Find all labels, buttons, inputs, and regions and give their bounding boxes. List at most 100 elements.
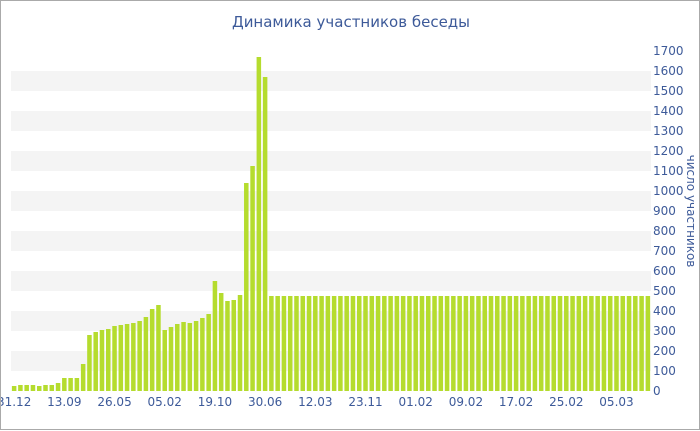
y-tick-label: 400 <box>653 304 676 318</box>
bar <box>212 281 218 391</box>
y-tick-label: 800 <box>653 224 676 238</box>
bar <box>200 318 205 391</box>
bar <box>156 305 161 391</box>
bar <box>476 296 481 391</box>
bar <box>256 57 262 391</box>
bar <box>294 296 299 391</box>
bar <box>551 296 557 391</box>
bar <box>275 296 280 391</box>
x-tick-label: 19.10 <box>198 395 232 409</box>
x-axis-ticks: 31.12 13.09 26.05 05.02 19.10 30.06 12.03 23.11… <box>1 395 634 409</box>
bar <box>74 378 80 391</box>
x-tick-label: 05.03 <box>599 395 633 409</box>
bar <box>18 385 23 391</box>
bar <box>388 296 393 391</box>
bar <box>338 296 343 391</box>
bar <box>576 296 582 391</box>
bar <box>43 385 48 391</box>
bar <box>313 296 318 391</box>
bar <box>237 295 243 391</box>
bar <box>513 296 519 391</box>
bar <box>589 296 594 391</box>
bar <box>181 322 186 391</box>
grid-band <box>11 111 651 131</box>
bar <box>118 325 124 391</box>
y-tick-label: 1300 <box>653 124 684 138</box>
bar <box>369 296 375 391</box>
bar <box>168 327 174 391</box>
bar <box>80 364 86 391</box>
bar <box>620 296 626 391</box>
bar <box>419 296 425 391</box>
bar <box>281 296 287 391</box>
bar <box>162 330 167 391</box>
bar <box>225 301 230 391</box>
y-tick-label: 600 <box>653 264 676 278</box>
bar <box>526 296 531 391</box>
bar <box>55 383 61 391</box>
y-tick-label: 900 <box>653 204 676 218</box>
bar <box>49 385 55 391</box>
bar <box>62 378 67 391</box>
bar <box>24 385 29 391</box>
bar <box>68 378 73 391</box>
x-tick-label: 31.12 <box>1 395 31 409</box>
bar <box>614 296 619 391</box>
bar <box>639 296 644 391</box>
bar <box>11 386 17 391</box>
y-tick-label: 100 <box>653 364 676 378</box>
bar <box>269 296 274 391</box>
y-tick-label: 1000 <box>653 184 684 198</box>
bar <box>595 296 600 391</box>
bar <box>444 296 450 391</box>
bar <box>438 296 444 391</box>
y-axis-ticks: 0 100 200 300 400 500 600 700 800 900 1000 1100 1200… <box>653 44 684 398</box>
bar <box>482 296 487 391</box>
y-tick-label: 1600 <box>653 64 684 78</box>
bar <box>262 77 268 391</box>
bar <box>356 296 362 391</box>
grid-band <box>11 271 651 291</box>
bar <box>250 166 255 391</box>
grid-band <box>11 71 651 91</box>
chart-title: Динамика участников беседы <box>231 13 471 31</box>
bar <box>601 296 607 391</box>
bar <box>218 293 224 391</box>
bar <box>538 296 544 391</box>
bar <box>124 324 130 391</box>
y-tick-label: 1700 <box>653 44 684 58</box>
bar <box>206 314 211 391</box>
bar <box>382 296 387 391</box>
bar <box>607 296 613 391</box>
bar <box>36 386 42 391</box>
bar <box>457 296 462 391</box>
y-tick-label: 1200 <box>653 144 684 158</box>
bar <box>137 321 142 391</box>
bar <box>469 296 475 391</box>
grid-band <box>11 151 651 171</box>
x-tick-label: 17.02 <box>499 395 533 409</box>
x-tick-label: 25.02 <box>549 395 583 409</box>
bar <box>300 296 306 391</box>
bar <box>231 300 237 391</box>
bar <box>626 296 632 391</box>
bar <box>645 296 651 391</box>
bar <box>451 296 456 391</box>
y-tick-label: 700 <box>653 244 676 258</box>
bar <box>413 296 418 391</box>
bar <box>582 296 588 391</box>
bar <box>187 323 193 391</box>
bar <box>545 296 550 391</box>
bar <box>350 296 356 391</box>
y-axis-label: число участников <box>684 155 698 268</box>
x-tick-label: 01.02 <box>399 395 433 409</box>
bar <box>331 296 337 391</box>
y-tick-label: 0 <box>653 384 661 398</box>
bar <box>407 296 412 391</box>
y-tick-label: 500 <box>653 284 676 298</box>
y-tick-label: 1500 <box>653 84 684 98</box>
x-tick-label: 30.06 <box>248 395 282 409</box>
bar <box>463 296 469 391</box>
